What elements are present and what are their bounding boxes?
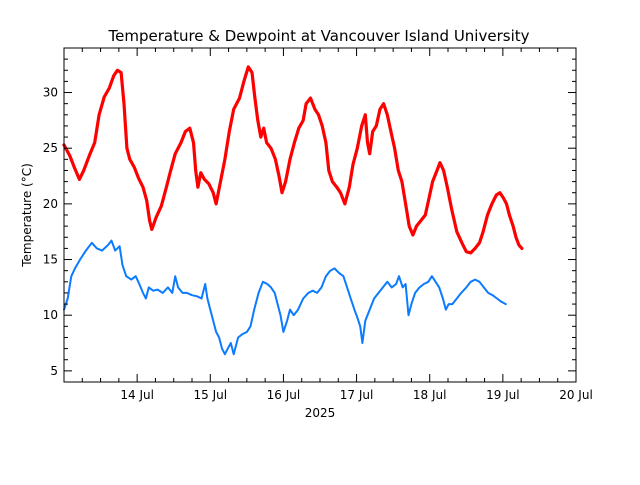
y-tick-label: 10	[43, 308, 58, 322]
y-tick-label: 30	[43, 86, 58, 100]
x-axis: 14 Jul 15 Jul 16 Jul 17 Jul 18 Jul 19 Jul 20 J…	[63, 48, 593, 402]
x-tick-label: 18 Jul	[413, 388, 447, 402]
x-tick-label: 16 Jul	[267, 388, 301, 402]
plot-series	[62, 65, 524, 356]
y-tick-label: 5	[50, 364, 58, 378]
series-line-0	[62, 65, 524, 255]
chart-title: Temperature & Dewpoint at Vancouver Isla…	[108, 27, 530, 45]
x-tick-label: 14 Jul	[120, 388, 154, 402]
x-tick-label: 15 Jul	[194, 388, 228, 402]
x-axis-label: 2025	[305, 406, 336, 420]
y-tick-label: 15	[43, 253, 58, 267]
plot-frame	[63, 47, 577, 383]
y-tick-label: 20	[43, 197, 58, 211]
x-tick-label: 20 Jul	[559, 388, 593, 402]
y-axis: 5 10 15 20 25 30	[43, 47, 576, 383]
x-tick-label: 19 Jul	[486, 388, 520, 402]
y-tick-label: 25	[43, 141, 58, 155]
y-axis-label: Temperature (°C)	[20, 163, 34, 268]
x-tick-label: 17 Jul	[340, 388, 374, 402]
series-line-1	[63, 239, 507, 356]
